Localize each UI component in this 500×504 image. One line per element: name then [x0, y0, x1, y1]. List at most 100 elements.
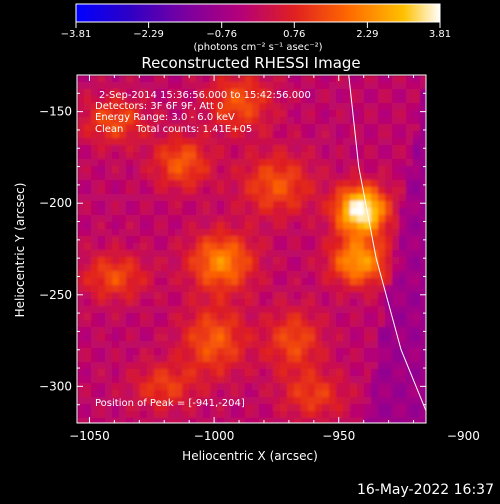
heatmap-cell	[371, 348, 379, 356]
heatmap-cell	[119, 299, 127, 307]
heatmap-cell	[385, 96, 393, 104]
heatmap-cell	[147, 250, 155, 258]
heatmap-cell	[154, 173, 162, 181]
heatmap-cell	[105, 271, 113, 279]
heatmap-cell	[126, 257, 134, 265]
heatmap-cell	[77, 271, 85, 279]
heatmap-cell	[287, 208, 295, 216]
heatmap-cell	[308, 166, 316, 174]
heatmap-cell	[238, 292, 246, 300]
heatmap-cell	[98, 313, 106, 321]
heatmap-cell	[371, 390, 379, 398]
heatmap-cell	[273, 390, 281, 398]
heatmap-cell	[217, 278, 225, 286]
heatmap-cell	[175, 243, 183, 251]
heatmap-cell	[266, 362, 274, 370]
heatmap-cell	[91, 110, 99, 118]
heatmap-cell	[112, 278, 120, 286]
heatmap-cell	[378, 208, 386, 216]
heatmap-cell	[287, 166, 295, 174]
heatmap-cell	[168, 348, 176, 356]
heatmap-cell	[154, 306, 162, 314]
heatmap-cell	[231, 187, 239, 195]
heatmap-cell	[252, 334, 260, 342]
heatmap-cell	[413, 96, 421, 104]
heatmap-cell	[287, 82, 295, 90]
heatmap-cell	[217, 348, 225, 356]
heatmap-cell	[406, 159, 414, 167]
heatmap-cell	[238, 411, 246, 419]
heatmap-cell	[84, 166, 92, 174]
heatmap-cell	[91, 215, 99, 223]
heatmap-cell	[336, 166, 344, 174]
heatmap-cell	[378, 159, 386, 167]
heatmap-cell	[196, 313, 204, 321]
heatmap-cell	[91, 278, 99, 286]
heatmap-cell	[119, 264, 127, 272]
heatmap-cell	[406, 215, 414, 223]
heatmap-cell	[322, 145, 330, 153]
heatmap-cell	[91, 243, 99, 251]
heatmap-cell	[420, 313, 426, 321]
heatmap-cell	[399, 306, 407, 314]
heatmap-cell	[154, 103, 162, 111]
heatmap-cell	[231, 362, 239, 370]
heatmap-cell	[392, 397, 400, 405]
heatmap-cell	[420, 418, 426, 423]
heatmap-cell	[336, 285, 344, 293]
heatmap-cell	[364, 145, 372, 153]
heatmap-cell	[301, 250, 309, 258]
heatmap-cell	[364, 229, 372, 237]
heatmap-cell	[294, 250, 302, 258]
heatmap-cell	[140, 299, 148, 307]
heatmap-cell	[168, 355, 176, 363]
heatmap-cell	[140, 103, 148, 111]
heatmap-cell	[350, 306, 358, 314]
heatmap-cell	[140, 187, 148, 195]
heatmap-cell	[245, 75, 253, 83]
heatmap-cell	[273, 152, 281, 160]
heatmap-cell	[280, 82, 288, 90]
heatmap-cell	[140, 208, 148, 216]
heatmap-cell	[280, 124, 288, 132]
heatmap-cell	[147, 257, 155, 265]
heatmap-cell	[133, 138, 141, 146]
heatmap-cell	[147, 89, 155, 97]
heatmap-cell	[112, 236, 120, 244]
heatmap-cell	[364, 124, 372, 132]
heatmap-cell	[91, 194, 99, 202]
heatmap-cell	[140, 89, 148, 97]
heatmap-cell	[147, 243, 155, 251]
heatmap-cell	[392, 278, 400, 286]
heatmap-cell	[315, 257, 323, 265]
heatmap-cell	[308, 271, 316, 279]
heatmap-cell	[336, 131, 344, 139]
heatmap-cell	[343, 257, 351, 265]
heatmap-cell	[315, 397, 323, 405]
heatmap-cell	[322, 334, 330, 342]
heatmap-cell	[259, 383, 267, 391]
heatmap-cell	[161, 117, 169, 125]
heatmap-cell	[238, 299, 246, 307]
heatmap-cell	[315, 194, 323, 202]
heatmap-cell	[98, 159, 106, 167]
heatmap-cell	[161, 278, 169, 286]
heatmap-cell	[238, 243, 246, 251]
heatmap-cell	[308, 348, 316, 356]
heatmap-cell	[406, 194, 414, 202]
heatmap-cell	[266, 320, 274, 328]
heatmap-cell	[301, 187, 309, 195]
heatmap-cell	[224, 201, 232, 209]
heatmap-cell	[105, 320, 113, 328]
heatmap-cell	[371, 320, 379, 328]
heatmap-cell	[385, 355, 393, 363]
heatmap-cell	[196, 250, 204, 258]
heatmap-cell	[336, 194, 344, 202]
heatmap-cell	[238, 194, 246, 202]
heatmap-cell	[196, 96, 204, 104]
heatmap-cell	[77, 278, 85, 286]
heatmap-cell	[343, 75, 351, 83]
heatmap-cell	[112, 117, 120, 125]
heatmap-cell	[336, 362, 344, 370]
heatmap-cell	[161, 236, 169, 244]
